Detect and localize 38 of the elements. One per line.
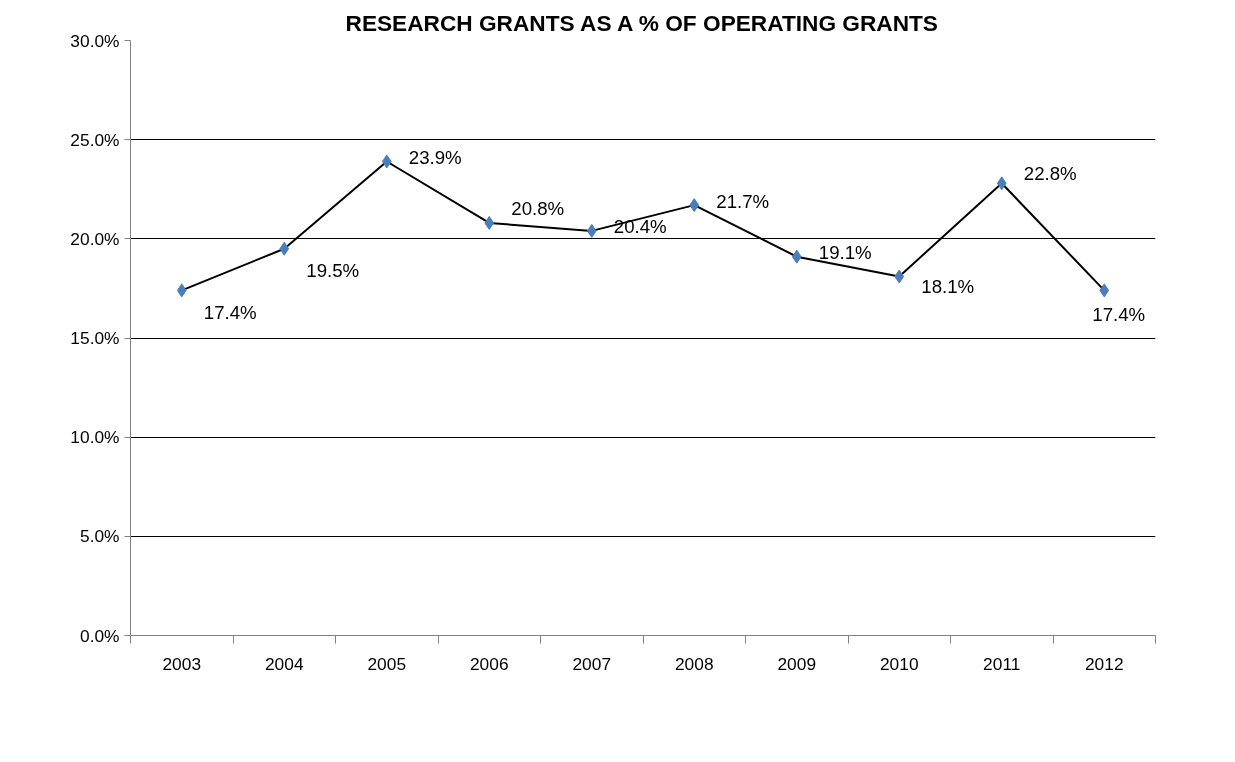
data-label: 19.1% [818,242,872,264]
point [689,198,700,213]
data-label: 18.1% [921,276,975,298]
x-tick-label: 2012 [1084,653,1124,674]
x-tick-label: 2003 [162,653,202,674]
point [1099,283,1110,298]
x-tick-label: 2007 [572,653,612,674]
data-label: 22.8% [1023,162,1077,184]
x-tick-label: 2011 [983,653,1021,674]
y-tick-label: 0.0% [80,625,120,646]
data-label: 17.4% [203,301,257,323]
x-tick-label: 2010 [879,653,919,674]
point [996,176,1007,191]
y-tick-label: 15.0% [70,328,120,348]
y-tick-label: 30.0% [70,30,120,51]
data-label: 19.5% [306,260,360,282]
x-tick-label: 2005 [367,653,407,674]
y-tick-label: 10.0% [70,427,120,448]
point [381,154,392,169]
point [484,215,495,230]
point [791,249,802,264]
x-tick-label: 2006 [469,653,509,674]
point [176,283,187,298]
data-label: 20.4% [613,216,667,238]
data-label: 23.9% [408,146,462,168]
x-tick-label: 2009 [777,653,817,674]
data-label: 20.8% [511,198,565,220]
y-tick-label: 25.0% [70,129,120,150]
chart-title: RESEARCH GRANTS AS A % OF OPERATING GRANTS [345,9,938,36]
x-tick-label: 2008 [674,653,714,674]
point [586,223,597,238]
data-label: 17.4% [1092,303,1146,325]
x-tick-label: 2004 [264,653,304,674]
point [279,241,290,256]
point [894,269,905,284]
data-label: 21.7% [716,190,770,212]
y-tick-label: 20.0% [70,228,120,249]
y-tick-label: 5.0% [80,526,120,547]
